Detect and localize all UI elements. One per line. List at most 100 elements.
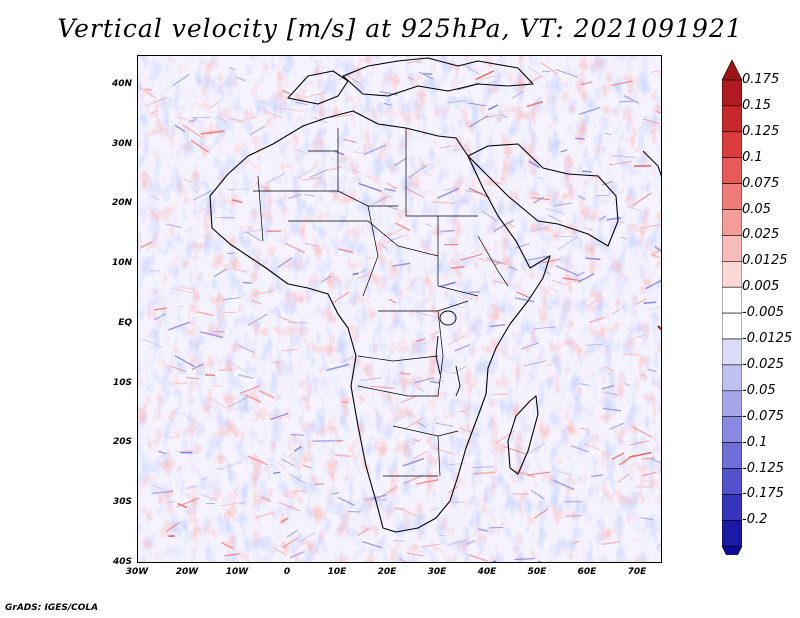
country-borders: [253, 128, 509, 477]
field-streak: [585, 299, 597, 308]
field-streak: [415, 311, 434, 318]
colorbar-box: [722, 390, 742, 417]
field-streak: [340, 356, 354, 364]
field-streak: [654, 245, 661, 252]
field-streak: [253, 411, 266, 420]
field-streak: [200, 493, 218, 502]
field-streak: [153, 313, 166, 321]
field-streak: [533, 196, 544, 204]
field-streak: [523, 360, 547, 367]
field-streak: [191, 363, 204, 371]
colorbar-box: [722, 364, 742, 392]
field-streak: [177, 305, 185, 307]
field-streak: [577, 273, 595, 283]
field-streak: [194, 102, 205, 107]
field-streak: [362, 541, 382, 549]
field-streak: [530, 226, 549, 233]
coastlines: [209, 57, 661, 533]
lon-tick-label: 20W: [175, 567, 199, 577]
field-streak: [531, 489, 545, 500]
field-streak: [303, 194, 315, 197]
lat-tick-label: EQ: [118, 318, 132, 328]
field-streak: [547, 214, 563, 223]
field-streak: [360, 377, 382, 382]
field-streak: [452, 366, 467, 375]
field-streak: [331, 492, 339, 495]
field-streak: [623, 382, 630, 386]
field-streak: [469, 250, 480, 255]
field-streak: [157, 450, 167, 455]
colorbar-label: 0.1: [742, 149, 763, 165]
field-streak: [289, 550, 306, 559]
field-streak: [468, 553, 488, 562]
field-streak: [165, 223, 182, 228]
field-streak: [383, 102, 392, 106]
lake-tanganyika: [435, 335, 441, 375]
field-streak: [196, 311, 215, 317]
field-streak: [176, 450, 191, 453]
field-streak: [405, 510, 423, 519]
field-streak: [606, 216, 622, 221]
field-streak: [469, 115, 488, 128]
field-streak: [304, 91, 325, 98]
colorbar-label: 0.0125: [742, 253, 788, 269]
field-streak: [278, 315, 292, 323]
colorbar-box: [722, 442, 742, 469]
field-streak: [404, 474, 423, 485]
field-streak: [182, 124, 203, 139]
field-streak: [170, 365, 187, 373]
field-streak: [611, 154, 636, 159]
field-streak: [180, 411, 201, 426]
field-streak: [376, 486, 398, 499]
field-streak: [289, 473, 306, 484]
field-streak: [330, 114, 353, 119]
field-streak: [413, 166, 424, 172]
field-streak: [371, 385, 395, 389]
colorbar-box: [722, 416, 742, 443]
field-streak: [288, 321, 308, 324]
field-streak: [651, 254, 661, 259]
field-streak: [414, 377, 435, 384]
field-streak: [227, 252, 236, 254]
field-streak: [413, 450, 428, 460]
field-streak: [571, 445, 590, 453]
field-streak: [149, 110, 158, 115]
field-streak: [555, 69, 579, 78]
field-streak: [288, 193, 302, 200]
field-streak: [281, 348, 299, 352]
field-streak: [520, 342, 539, 350]
field-streak: [320, 275, 331, 283]
field-streak: [179, 285, 196, 291]
field-streak: [238, 374, 254, 379]
field-streak: [198, 202, 215, 213]
field-streak: [334, 454, 351, 458]
colorbar: [722, 60, 742, 555]
colorbar-bottom-arrow: [722, 545, 742, 555]
field-streak: [650, 70, 661, 73]
field-streak: [285, 187, 294, 191]
colorbar-box: [722, 468, 742, 495]
field-streak: [249, 125, 266, 136]
field-streak: [326, 363, 350, 371]
lat-tick-label: 40N: [111, 79, 132, 89]
field-streak: [484, 115, 496, 119]
field-streak: [239, 385, 261, 394]
field-streak: [440, 229, 455, 233]
field-streak: [601, 180, 613, 186]
field-streak: [299, 531, 316, 543]
field-streak: [635, 298, 648, 305]
lat-tick-label: 30S: [112, 497, 132, 507]
field-streak: [139, 86, 156, 99]
field-streak: [148, 269, 160, 273]
field-streak: [258, 389, 275, 399]
field-streak: [384, 188, 396, 192]
lon-tick-label: 0: [283, 567, 291, 577]
lon-tick-label: 40E: [477, 567, 497, 577]
field-streak: [213, 217, 236, 219]
field-streak: [656, 110, 661, 114]
field-streak: [643, 301, 657, 305]
field-streak: [527, 66, 547, 80]
field-streak: [220, 501, 242, 507]
field-streak: [244, 230, 262, 242]
field-streak: [569, 277, 585, 284]
